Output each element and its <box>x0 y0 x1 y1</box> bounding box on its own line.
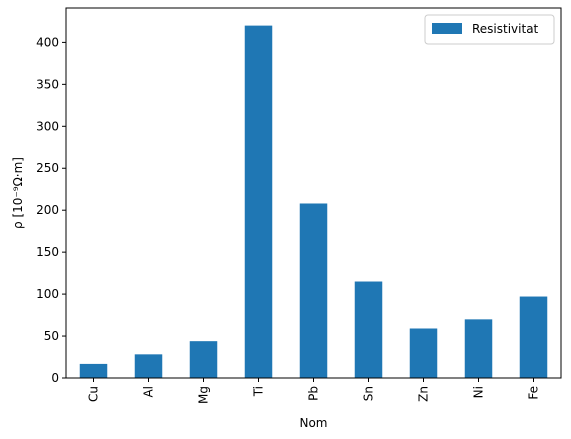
y-axis-label: ρ [10⁻⁹Ω·m] <box>11 157 25 229</box>
bar-sn <box>354 281 383 378</box>
bar-pb <box>299 203 328 378</box>
x-tick-label: Cu <box>87 386 101 402</box>
y-axis: 0 50 100 150 200 250 300 350 400 <box>36 35 66 385</box>
bar-mg <box>189 341 218 378</box>
y-tick-label: 250 <box>36 161 59 175</box>
legend-swatch <box>432 23 462 34</box>
x-tick-label: Sn <box>362 386 376 401</box>
legend-box <box>424 14 555 45</box>
y-tick-label: 150 <box>36 245 59 259</box>
bar-al <box>134 354 163 378</box>
x-tick-label: Mg <box>197 386 211 404</box>
bars-group <box>79 25 548 378</box>
x-tick-label: Al <box>142 386 156 398</box>
y-tick-label: 100 <box>36 287 59 301</box>
x-axis-label: Nom <box>299 416 327 430</box>
legend-label: Resistivitat <box>472 22 539 36</box>
bar-zn <box>409 328 438 378</box>
bar-ni <box>464 319 493 378</box>
y-tick-label: 400 <box>36 35 59 49</box>
plot-frame <box>65 7 562 379</box>
bar-ti <box>244 25 273 378</box>
bar-fe <box>519 296 548 378</box>
y-tick-label: 0 <box>51 371 59 385</box>
y-tick-label: 200 <box>36 203 59 217</box>
x-tick-label: Pb <box>307 386 321 401</box>
x-tick-label: Ti <box>252 386 266 397</box>
y-tick-label: 300 <box>36 119 59 133</box>
y-tick-label: 50 <box>44 329 59 343</box>
x-tick-label: Zn <box>417 386 431 402</box>
bar-cu <box>79 363 108 378</box>
x-tick-label: Ni <box>472 386 486 398</box>
legend: Resistivitat <box>424 14 555 45</box>
x-tick-label: Fe <box>527 386 541 400</box>
y-tick-label: 350 <box>36 77 59 91</box>
x-axis: Cu Al Mg Ti Pb Sn Zn Ni Fe <box>87 378 541 404</box>
